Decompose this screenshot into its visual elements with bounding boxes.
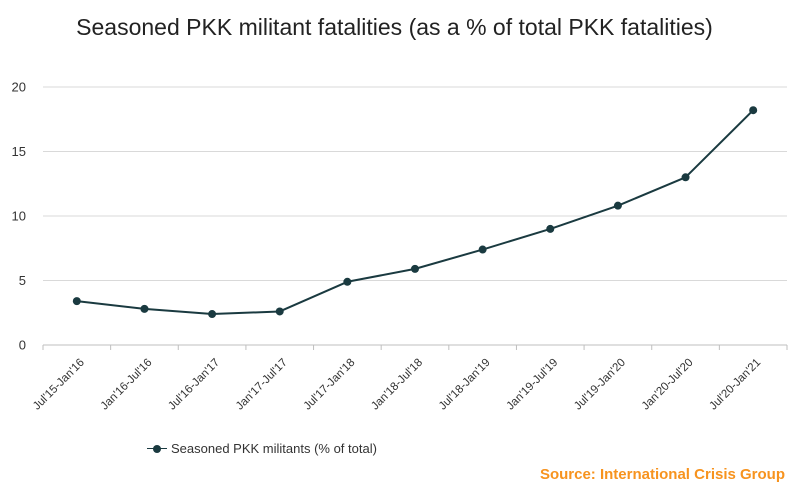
data-point <box>613 201 622 210</box>
y-axis-ticks: 0 5 10 15 20 <box>12 80 26 353</box>
series-line <box>76 109 754 316</box>
data-point <box>72 297 81 306</box>
legend: Seasoned PKK militants (% of total) <box>147 438 377 458</box>
x-tick-label: Jul'20-Jan'21 <box>707 357 763 413</box>
data-point <box>275 307 284 316</box>
data-point <box>411 264 419 273</box>
x-tick-label: Jan'20-Jul'20 <box>640 357 696 413</box>
data-point <box>546 224 555 233</box>
x-axis-ticks: Jul'15-Jan'16 Jan'16-Jul'16 Jul'16-Jan'17 J… <box>31 345 788 413</box>
x-tick-label: Jul'19-Jan'20 <box>572 357 628 413</box>
x-tick-label: Jan'19-Jul'19 <box>504 357 560 413</box>
source-note: Source: International Crisis Group <box>539 466 785 483</box>
data-point <box>749 106 758 115</box>
x-tick-label: Jan'17-Jul'17 <box>234 357 290 413</box>
y-tick-label: 15 <box>12 144 26 159</box>
chart-title: Seasoned PKK militant fatalities (as a %… <box>76 14 713 40</box>
y-tick-label: 10 <box>12 209 26 224</box>
y-tick-label: 5 <box>19 273 26 288</box>
legend-marker-icon <box>147 441 167 455</box>
data-point <box>343 277 352 286</box>
data-point <box>681 173 690 182</box>
y-tick-label: 0 <box>19 338 26 353</box>
x-tick-label: Jan'18-Jul'18 <box>369 357 425 413</box>
x-tick-label: Jul'17-Jan'18 <box>302 357 358 413</box>
x-tick-label: Jan'16-Jul'16 <box>99 357 155 413</box>
series-layer <box>72 106 758 319</box>
data-point <box>140 304 149 313</box>
x-tick-label: Jul'18-Jan'19 <box>437 357 493 413</box>
gridlines <box>43 86 787 346</box>
x-tick-label: Jul'16-Jan'17 <box>166 357 222 413</box>
legend-label: Seasoned PKK militants (% of total) <box>171 440 377 456</box>
data-point <box>478 245 487 254</box>
y-tick-label: 20 <box>12 80 26 95</box>
data-point <box>208 310 217 319</box>
x-tick-label: Jul'15-Jan'16 <box>31 357 87 413</box>
